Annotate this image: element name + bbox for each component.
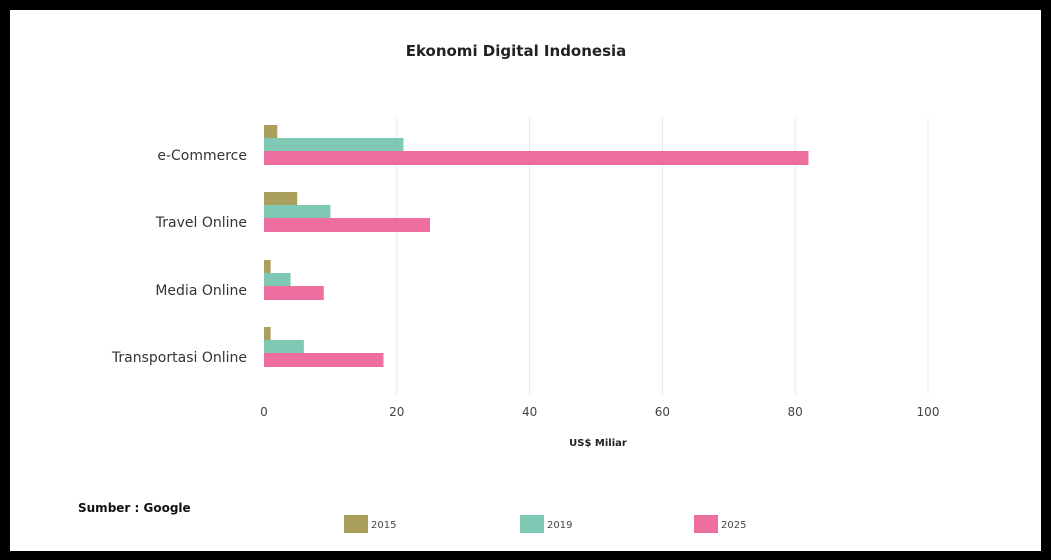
- legend: 2015 2019 2025: [344, 515, 746, 533]
- legend-label: 2019: [547, 520, 572, 531]
- x-tick-label: 80: [788, 405, 803, 419]
- bar: [264, 286, 324, 300]
- bar: [264, 192, 297, 206]
- bar: [264, 205, 330, 219]
- category-labels: e-Commerce Travel Online Media Online Trans…: [111, 148, 247, 366]
- x-tick-labels: 0 20 40 60 80 100: [260, 405, 939, 419]
- legend-swatch: [520, 515, 544, 533]
- category-label: Transportasi Online: [111, 350, 247, 366]
- bar: [264, 151, 808, 165]
- x-tick-label: 40: [522, 405, 537, 419]
- legend-label: 2025: [721, 520, 746, 531]
- bar: [264, 218, 430, 232]
- x-tick-label: 0: [260, 405, 268, 419]
- bars: [264, 125, 808, 367]
- category-label: Media Online: [155, 283, 247, 299]
- chart-title: Ekonomi Digital Indonesia: [406, 42, 627, 60]
- category-label: Travel Online: [155, 215, 247, 231]
- bar: [264, 138, 403, 152]
- bar: [264, 125, 277, 139]
- bar: [264, 327, 271, 341]
- x-tick-label: 100: [917, 405, 940, 419]
- source-note: Sumber : Google: [78, 501, 191, 515]
- category-label: e-Commerce: [157, 148, 247, 164]
- bar: [264, 353, 384, 367]
- x-axis-title: US$ Miliar: [569, 438, 627, 449]
- bar: [264, 260, 271, 274]
- legend-item: 2015: [344, 515, 396, 533]
- legend-swatch: [344, 515, 368, 533]
- chart-svg: Ekonomi Digital Indonesia e-Commerce Trav…: [10, 10, 1041, 551]
- legend-swatch: [694, 515, 718, 533]
- bar: [264, 340, 304, 354]
- chart-frame: Ekonomi Digital Indonesia e-Commerce Trav…: [10, 10, 1041, 551]
- legend-item: 2025: [694, 515, 746, 533]
- x-tick-label: 20: [389, 405, 404, 419]
- x-tick-label: 60: [655, 405, 670, 419]
- legend-label: 2015: [371, 520, 396, 531]
- bar: [264, 273, 291, 287]
- legend-item: 2019: [520, 515, 572, 533]
